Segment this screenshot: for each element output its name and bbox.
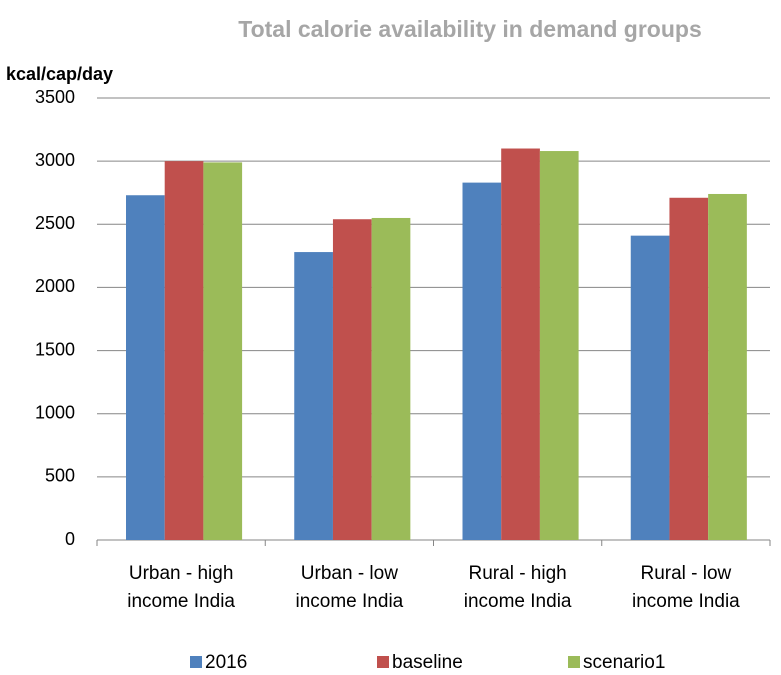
y-tick-label: 1500 <box>35 339 75 359</box>
y-tick-label: 2000 <box>35 276 75 296</box>
legend-label: baseline <box>392 652 463 673</box>
bar <box>501 148 540 540</box>
legend-label: scenario1 <box>583 652 665 673</box>
bar <box>332 219 372 540</box>
y-tick-label: 2500 <box>35 213 75 233</box>
y-tick-label: 3500 <box>35 87 75 107</box>
y-axis-label: kcal/cap/day <box>6 64 113 84</box>
legend-swatch <box>190 656 202 668</box>
x-tick-label: Rural - low income India <box>632 563 740 612</box>
y-tick-label: 0 <box>65 529 75 549</box>
bar <box>203 162 243 541</box>
bar <box>539 151 579 541</box>
chart-title: Total calorie availability in demand gro… <box>238 16 702 42</box>
bar <box>708 193 747 540</box>
x-tick-label: Urban - low income India <box>295 563 404 612</box>
y-tick-label: 1000 <box>35 402 75 422</box>
legend-swatch <box>377 656 389 668</box>
bar <box>164 161 204 540</box>
y-tick-label: 500 <box>45 466 75 486</box>
legend-label: 2016 <box>205 652 247 673</box>
x-tick-label: Urban - high income India <box>127 563 235 612</box>
y-tick-label: 3000 <box>35 150 75 170</box>
legend-swatch <box>568 656 580 668</box>
bar <box>371 217 411 540</box>
bar <box>462 182 502 540</box>
bar <box>126 195 165 541</box>
x-tick-label: Rural - high income India <box>463 563 572 612</box>
bar <box>669 197 709 540</box>
bar <box>294 252 333 540</box>
bar <box>630 235 670 540</box>
